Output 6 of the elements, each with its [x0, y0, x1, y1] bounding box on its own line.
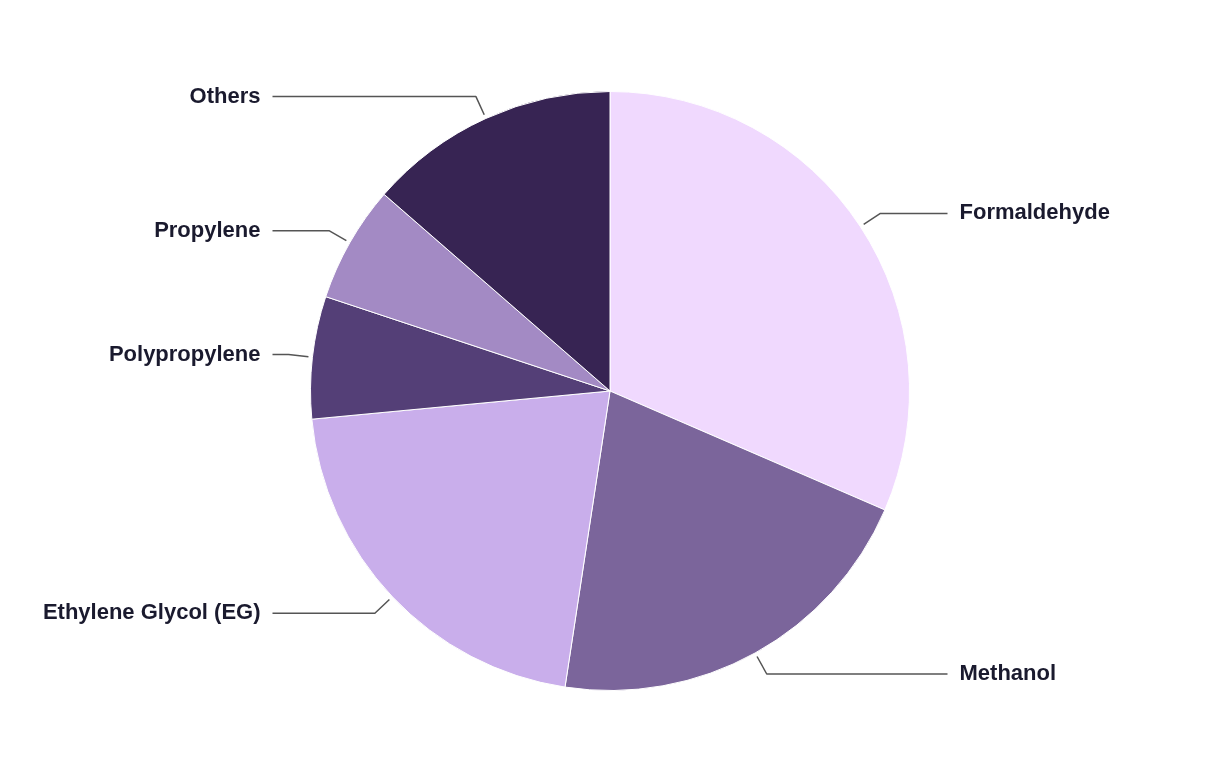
slice-label: Polypropylene: [108, 340, 261, 366]
slice-label: Formaldehyde: [959, 199, 1110, 225]
slice-label: Others: [189, 82, 261, 108]
slice-label: Ethylene Glycol (EG): [42, 599, 261, 625]
slice-label: Propylene: [154, 216, 261, 242]
slice-label: Methanol: [959, 660, 1057, 686]
